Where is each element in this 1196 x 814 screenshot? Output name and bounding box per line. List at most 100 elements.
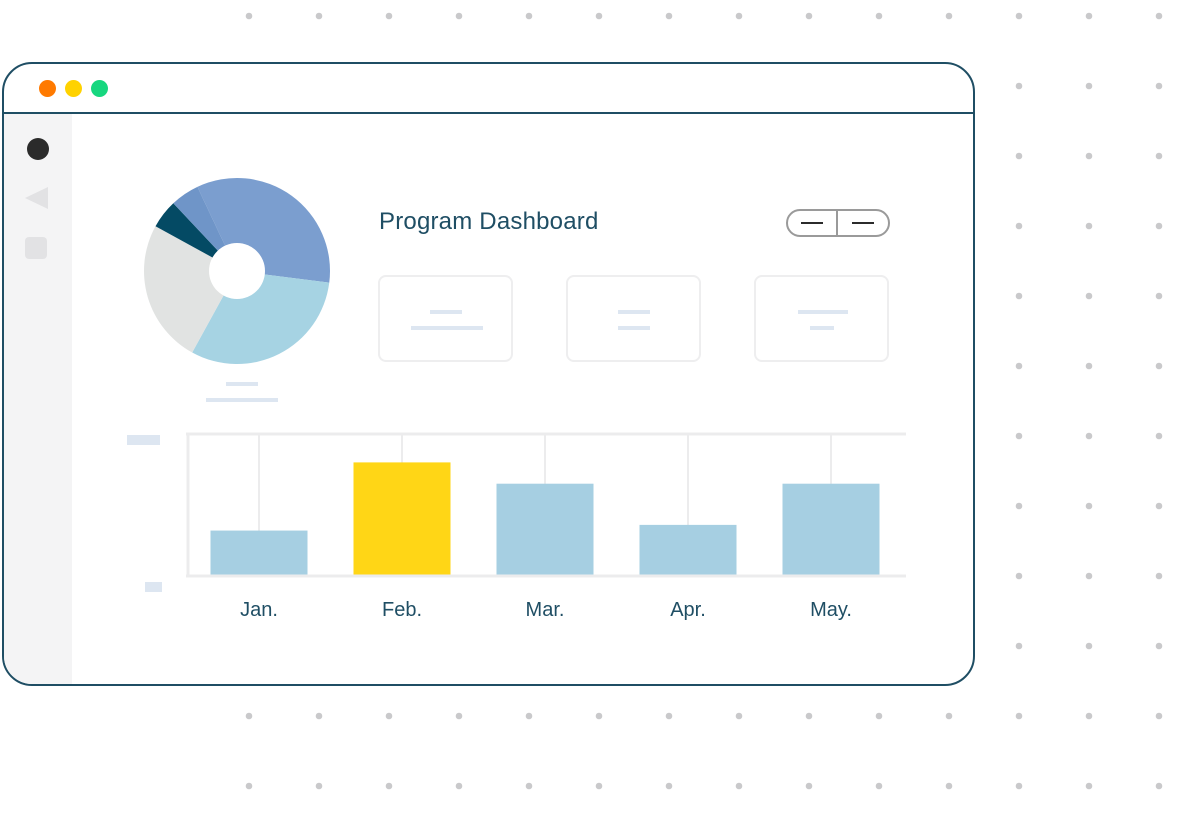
background-dot: [1155, 712, 1163, 720]
card-line: [810, 326, 834, 330]
background-dot: [1085, 782, 1093, 790]
stat-card-1[interactable]: [378, 275, 513, 362]
background-dot: [1085, 292, 1093, 300]
background-dot: [875, 782, 883, 790]
background-dot: [455, 12, 463, 20]
stat-card-2[interactable]: [566, 275, 701, 362]
background-dot: [1155, 222, 1163, 230]
back-arrow-icon[interactable]: [25, 187, 48, 209]
background-dot: [1155, 572, 1163, 580]
bar-apr: [639, 524, 737, 576]
background-dot: [1015, 782, 1023, 790]
card-line: [430, 310, 462, 314]
x-axis-label: Apr.: [670, 599, 706, 621]
background-dot: [1085, 12, 1093, 20]
background-dot: [525, 712, 533, 720]
toggle-right-button[interactable]: [838, 211, 888, 235]
background-dot: [245, 12, 253, 20]
background-dot: [1085, 82, 1093, 90]
background-dot: [245, 782, 253, 790]
background-dot: [1085, 152, 1093, 160]
card-line: [618, 310, 650, 314]
background-dot: [1015, 152, 1023, 160]
pie-chart: [144, 178, 330, 364]
background-dot: [1155, 292, 1163, 300]
card-line: [411, 326, 483, 330]
background-dot: [945, 712, 953, 720]
background-dot: [1085, 642, 1093, 650]
background-dot: [1155, 12, 1163, 20]
title-bar: [4, 64, 973, 114]
background-dot: [875, 12, 883, 20]
background-dot: [1155, 152, 1163, 160]
background-dot: [595, 712, 603, 720]
background-dot: [1155, 642, 1163, 650]
minus-icon: [852, 222, 874, 224]
background-dot: [595, 782, 603, 790]
background-dot: [1155, 82, 1163, 90]
sidebar: [4, 114, 72, 684]
pie-center-hole: [209, 243, 265, 299]
background-dot: [455, 712, 463, 720]
background-dot: [1015, 712, 1023, 720]
background-dot: [1155, 362, 1163, 370]
bar-may: [782, 483, 880, 576]
background-dot: [665, 12, 673, 20]
background-dot: [1155, 782, 1163, 790]
background-dot: [1085, 712, 1093, 720]
view-toggle[interactable]: [786, 209, 890, 237]
card-line: [798, 310, 848, 314]
background-dot: [665, 712, 673, 720]
background-dot: [1015, 502, 1023, 510]
background-dot: [805, 12, 813, 20]
background-dot: [315, 712, 323, 720]
x-axis-label: Mar.: [525, 599, 565, 621]
background-dot: [1015, 12, 1023, 20]
background-dot: [1085, 572, 1093, 580]
background-dot: [805, 782, 813, 790]
pie-slice: [144, 226, 237, 353]
background-dot: [1015, 362, 1023, 370]
background-dot: [945, 12, 953, 20]
bar-mar: [496, 483, 594, 576]
toggle-left-button[interactable]: [788, 211, 838, 235]
card-line: [618, 326, 650, 330]
background-dot: [1015, 222, 1023, 230]
background-dot: [1015, 82, 1023, 90]
minus-icon: [801, 222, 823, 224]
background-dot: [875, 712, 883, 720]
maximize-button[interactable]: [91, 80, 108, 97]
y-axis-bottom-label: [145, 582, 162, 592]
y-axis-top-label: [127, 435, 160, 445]
minimize-button[interactable]: [65, 80, 82, 97]
background-dot: [525, 782, 533, 790]
x-axis-label: May.: [810, 599, 852, 621]
pie-caption-line-1: [226, 382, 258, 386]
background-dot: [455, 782, 463, 790]
close-button[interactable]: [39, 80, 56, 97]
background-dot: [385, 782, 393, 790]
circle-icon[interactable]: [27, 138, 49, 160]
background-dot: [385, 12, 393, 20]
x-axis-label: Feb.: [381, 599, 423, 621]
background-dot: [1015, 642, 1023, 650]
dashboard-window: Program Dashboard Jan. Feb. Mar. Apr. May.: [2, 62, 975, 686]
stat-card-3[interactable]: [754, 275, 889, 362]
background-dot: [525, 12, 533, 20]
pie-caption-line-2: [206, 398, 278, 402]
square-icon[interactable]: [25, 237, 47, 259]
background-dot: [245, 712, 253, 720]
background-dot: [735, 12, 743, 20]
background-dot: [595, 12, 603, 20]
background-dot: [805, 712, 813, 720]
background-dot: [1085, 432, 1093, 440]
background-dot: [735, 712, 743, 720]
background-dot: [1015, 572, 1023, 580]
background-dot: [1155, 432, 1163, 440]
x-axis-label: Jan.: [240, 599, 278, 621]
background-dot: [315, 12, 323, 20]
bar-feb: [353, 462, 451, 576]
background-dot: [1155, 502, 1163, 510]
background-dot: [1015, 432, 1023, 440]
background-dot: [1085, 502, 1093, 510]
